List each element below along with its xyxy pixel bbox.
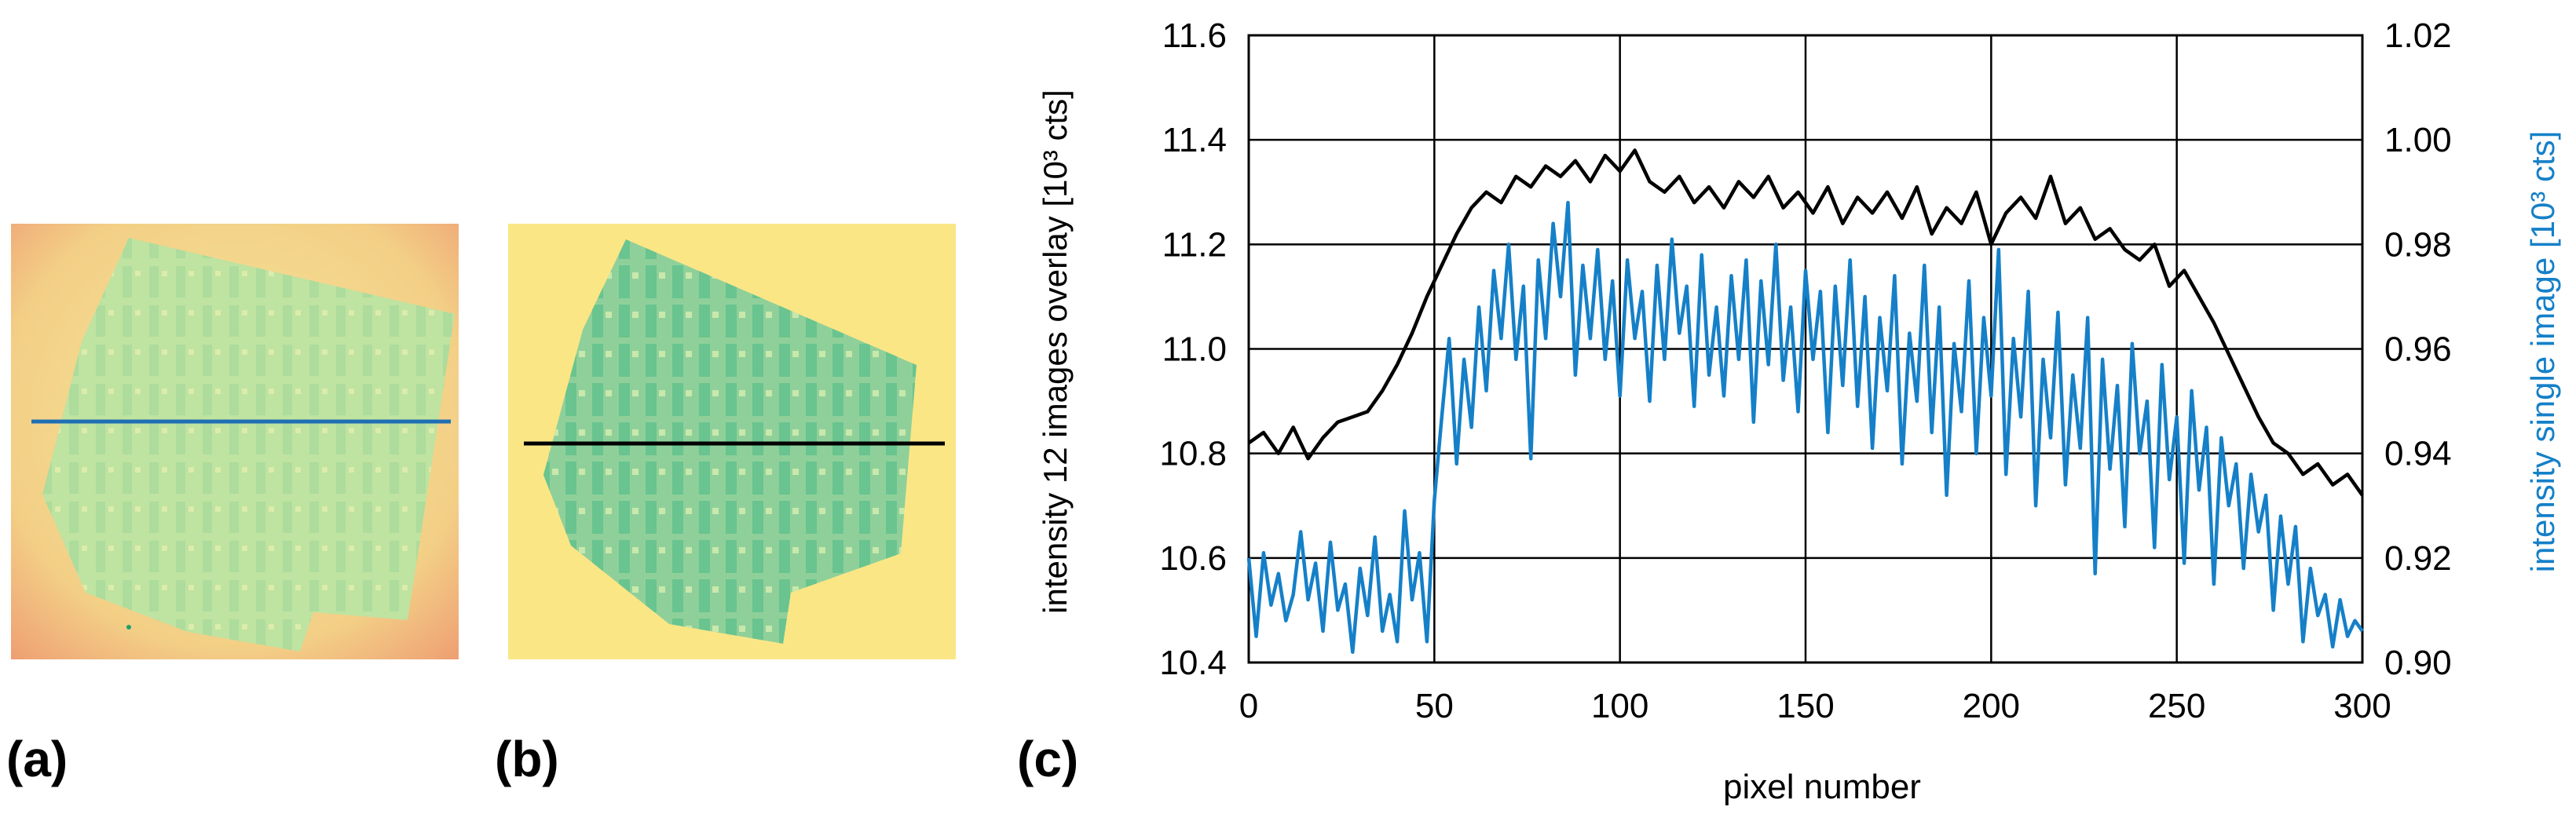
series-overlay-line: [1247, 148, 2364, 497]
y-tick-label: 11.0: [1162, 330, 1227, 369]
y-tick-label: 11.2: [1162, 225, 1227, 264]
y2-tick-label: 0.98: [2384, 225, 2452, 264]
panel-a-image: [11, 224, 459, 659]
panel-b-image: [508, 224, 956, 659]
y-tick-label: 11.4: [1162, 121, 1227, 159]
y2-tick-label: 0.96: [2384, 330, 2452, 369]
x-tick-label: 200: [1963, 687, 2020, 725]
panel-a-label: (a): [6, 731, 68, 787]
chart-series: [1246, 148, 2364, 654]
chart-grid: [1247, 34, 2364, 664]
x-tick-label: 250: [2148, 687, 2205, 725]
y-tick-label: 10.6: [1159, 539, 1227, 578]
y2-tick-label: 0.92: [2384, 539, 2452, 578]
x-tick-label: 0: [1239, 687, 1258, 725]
x-tick-label: 50: [1415, 687, 1454, 725]
y-tick-label: 10.4: [1159, 644, 1227, 682]
series-single-image-line: [1246, 200, 2364, 654]
x-tick-label: 100: [1591, 687, 1648, 725]
x-tick-label: 150: [1776, 687, 1834, 725]
x-tick-label: 300: [2333, 687, 2391, 725]
y2-tick-label: 0.90: [2384, 644, 2452, 682]
y2-tick-label: 0.94: [2384, 435, 2452, 473]
y-axis-label: intensity 12 images overlay [10³ cts]: [1037, 89, 1074, 614]
y2-axis-label: intensity single image [10³ cts]: [2524, 131, 2561, 573]
chart-ticks: 0 50 100 150 200 250 300 10.4 10.6 10.8 11.0 11.2 11…: [1159, 16, 2451, 725]
panel-c-label: (c): [1017, 731, 1079, 787]
panel-b-label: (b): [495, 731, 559, 787]
y-tick-label: 11.6: [1162, 16, 1227, 55]
y2-tick-label: 1.00: [2384, 121, 2452, 159]
x-axis-label: pixel number: [1723, 768, 1921, 806]
y2-tick-label: 1.02: [2384, 16, 2452, 55]
y-tick-label: 10.8: [1159, 435, 1227, 473]
